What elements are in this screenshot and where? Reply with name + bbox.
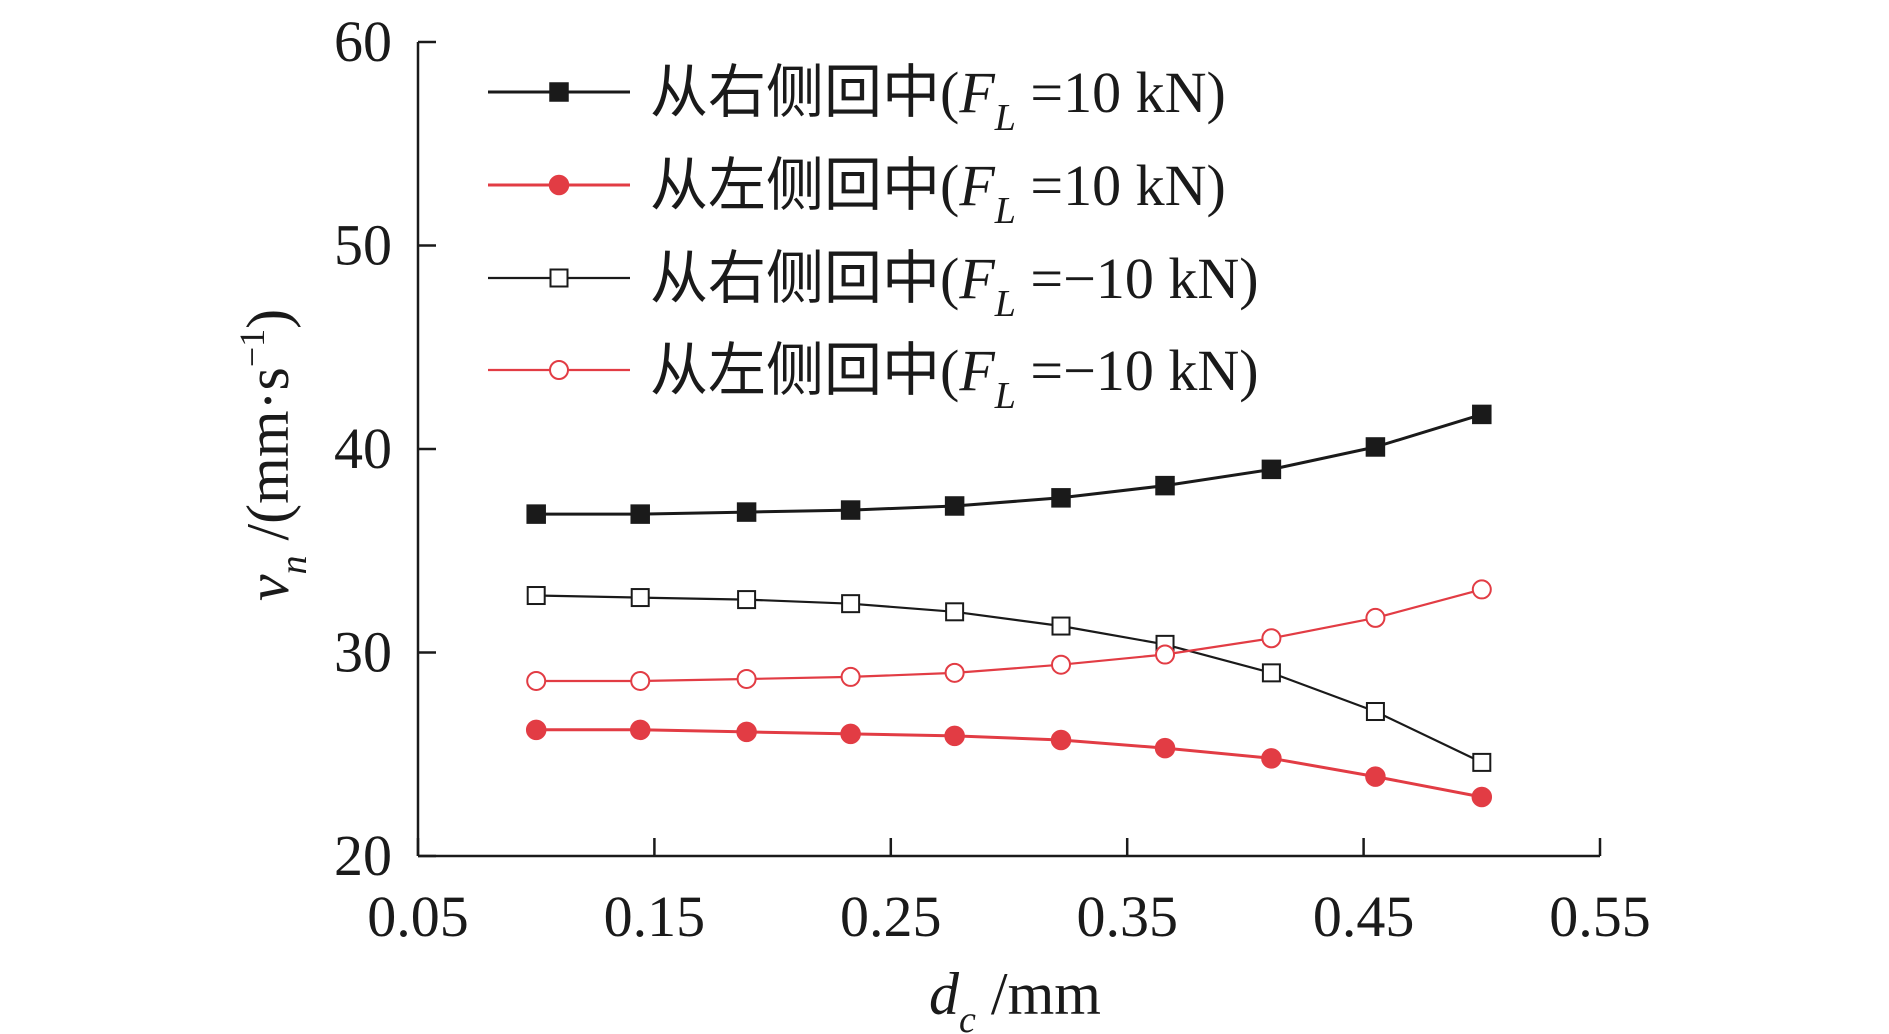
series-2-point [840,723,861,745]
x-axis-sub: c [959,999,976,1034]
series-3-point [1365,702,1385,722]
series-1-point [1365,437,1386,457]
series-1-point [1051,488,1071,508]
series-2-point [629,719,651,741]
series-1-point [944,496,965,516]
series-3-point [1051,616,1071,636]
series-1-point [1155,475,1175,496]
legend-label: 从右侧回中(FL =10 kN) [650,60,1226,139]
series-4-point [1471,579,1492,600]
x-axis-label: dc /mm [929,961,1101,1034]
legend-var: F [958,246,995,311]
series-2-point [944,725,965,747]
series-4-point [1261,628,1282,649]
y-axis-close: ) [235,309,301,329]
legend-suffix: =−10 kN) [1016,246,1259,311]
series-3-point [630,588,650,608]
x-tick-label: 0.15 [604,884,706,949]
legend-item-1: 从右侧回中(FL =10 kN) [488,60,1226,139]
series-1-point [840,500,861,520]
series-2-point [1365,766,1386,787]
legend-label: 从左侧回中(FL =10 kN) [650,153,1226,232]
series-2-point [1471,786,1493,808]
legend-item-2: 从左侧回中(FL =10 kN) [488,153,1226,232]
series-1 [526,404,1492,524]
y-axis-sup: −1 [232,329,272,367]
legend-label: 从右侧回中(FL =−10 kN) [650,246,1259,325]
series-3-point [737,590,757,610]
legend-item-4: 从左侧回中(FL =−10 kN) [488,338,1259,417]
legend-var: F [958,60,995,125]
series-3-point [1472,752,1492,772]
legend-label: 从左侧回中(FL =−10 kN) [650,338,1259,417]
legend-prefix: 从左侧回中( [650,338,959,403]
series-2-point [1154,737,1176,759]
legend-marker [549,82,569,102]
legend-var: F [958,338,995,403]
x-tick-label: 0.25 [840,884,942,949]
series-1-line [536,412,1483,516]
legend-marker [548,174,570,196]
series-3-line [536,594,1483,764]
legend-var: F [958,153,995,218]
series-3-point [1261,663,1281,683]
y-axis-var: v [235,574,301,601]
y-tick-label: 30 [334,620,392,685]
x-tick-label: 0.35 [1076,884,1178,949]
series-2 [525,719,1493,808]
y-tick-label: 50 [334,213,392,278]
series-1-point [1261,459,1282,480]
x-tick-label: 0.05 [367,884,469,949]
series-4-point [1155,644,1176,665]
x-tick-label: 0.45 [1313,884,1415,949]
series-4-point [1365,607,1386,628]
series-1-point [526,504,546,524]
legend-sub: L [994,283,1016,325]
legend-item-3: 从右侧回中(FL =−10 kN) [488,246,1259,325]
series-2-point [1261,748,1282,769]
series-2-line [536,728,1483,799]
legend-sub: L [994,97,1016,139]
series-2-point [525,719,547,741]
y-tick-label: 60 [334,9,392,74]
legend-prefix: 从右侧回中( [650,246,959,311]
y-axis-sub: n [273,555,315,574]
series-2-point [1050,729,1072,751]
series-2-point [736,721,757,743]
series-1-point [1472,404,1492,425]
legend-prefix: 从左侧回中( [650,153,959,218]
legend-marker [549,268,569,288]
y-axis-unit: /(mm·s [235,367,301,555]
legend-suffix: =10 kN) [1016,60,1226,125]
series-4-point [1051,654,1072,675]
series-3-point [526,586,546,606]
legend-suffix: =10 kN) [1016,153,1226,218]
series-1-point [630,504,650,524]
series-1-point [736,502,757,522]
series-4-point [630,670,651,691]
legend-marker [549,360,569,380]
legend-suffix: =−10 kN) [1016,338,1259,403]
legend-sub: L [994,190,1016,232]
series-4-point [840,666,861,687]
x-axis-var: d [929,961,960,1027]
y-tick-label: 40 [334,416,392,481]
series-3-point [841,594,861,614]
series-4-point [526,670,547,691]
series-4-line [536,588,1483,683]
legend-sub: L [994,375,1016,417]
legend-prefix: 从右侧回中( [650,60,959,125]
series-4 [526,579,1492,691]
x-axis-unit: /mm [976,961,1101,1027]
y-tick-label: 20 [334,823,392,888]
series-3 [526,586,1492,772]
x-tick-label: 0.55 [1549,884,1651,949]
y-axis-label: vn /(mm·s−1) [232,309,315,601]
series-4-point [944,662,965,683]
series-4-point [736,668,757,689]
series-3-point [945,602,965,622]
